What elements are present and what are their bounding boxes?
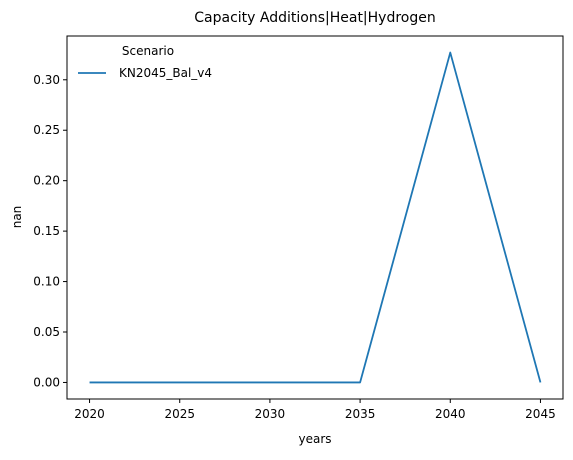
x-tick-label: 2025 xyxy=(164,407,195,421)
x-axis-ticks: 2020 2025 2030 2035 2040 2045 xyxy=(74,399,556,421)
y-tick-label: 0.30 xyxy=(33,73,60,87)
y-tick-label: 0.00 xyxy=(33,375,60,389)
y-tick-label: 0.05 xyxy=(33,325,60,339)
legend-title: Scenario xyxy=(122,44,174,58)
x-tick-label: 2035 xyxy=(345,407,376,421)
y-tick-label: 0.25 xyxy=(33,123,60,137)
series-layer xyxy=(89,51,542,384)
y-tick-label: 0.15 xyxy=(33,224,60,238)
y-axis-ticks: 0.00 0.05 0.10 0.15 0.20 0.25 0.30 xyxy=(33,73,67,389)
x-tick-label: 2030 xyxy=(255,407,286,421)
plot-area-frame xyxy=(66,35,564,400)
y-tick-label: 0.20 xyxy=(33,174,60,188)
series-line-kn2045-bal-v4 xyxy=(89,51,542,384)
chart-title: Capacity Additions|Heat|Hydrogen xyxy=(194,10,435,26)
x-tick-label: 2020 xyxy=(74,407,105,421)
x-tick-label: 2045 xyxy=(525,407,556,421)
y-axis-label: nan xyxy=(10,206,24,229)
x-tick-label: 2040 xyxy=(435,407,466,421)
legend-entry-kn2045-bal-v4: KN2045_Bal_v4 xyxy=(119,66,212,80)
x-axis-label: years xyxy=(298,432,331,446)
legend: Scenario KN2045_Bal_v4 xyxy=(78,44,212,80)
y-tick-label: 0.10 xyxy=(33,275,60,289)
